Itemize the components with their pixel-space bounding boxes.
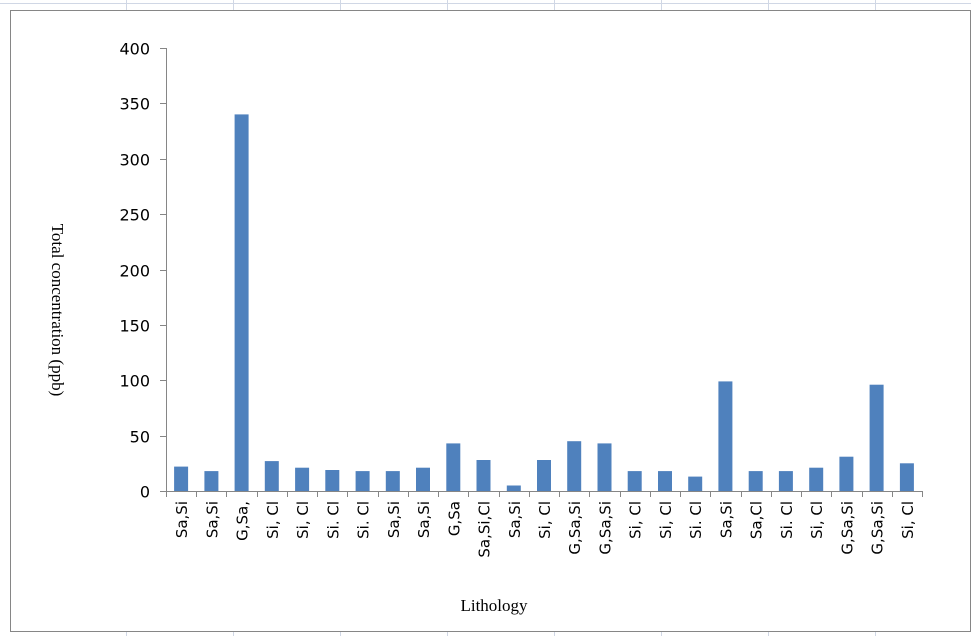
x-tick-label: Sa,Si,Cl bbox=[476, 501, 494, 558]
y-tick-label: 100 bbox=[119, 372, 150, 391]
x-tick-label: G,Sa,Si bbox=[597, 501, 615, 555]
bar bbox=[869, 384, 884, 491]
y-tick-label: 0 bbox=[140, 483, 150, 502]
bar bbox=[567, 441, 582, 491]
x-tick-label: G,Sa, bbox=[234, 501, 252, 541]
bar bbox=[899, 463, 914, 491]
x-tick-label: G,Sa,Si bbox=[838, 501, 856, 555]
x-tick-label: Si. Cl bbox=[687, 501, 705, 539]
x-tick-label: Si, Cl bbox=[899, 501, 917, 539]
y-tick-label: 50 bbox=[130, 428, 150, 447]
x-axis-ticks: Sa,Si Sa,Si G,Sa, Si, Cl Si, Cl Si. Cl Si. Cl S… bbox=[166, 491, 923, 558]
x-tick-label: Si, Cl bbox=[264, 501, 282, 539]
bars-group bbox=[174, 114, 914, 492]
bar bbox=[748, 471, 763, 491]
bar bbox=[809, 467, 824, 491]
bar bbox=[204, 471, 219, 491]
y-tick-label: 150 bbox=[119, 317, 150, 336]
bar bbox=[476, 460, 491, 491]
bar bbox=[839, 456, 854, 491]
bar bbox=[355, 471, 370, 491]
x-tick-label: Si, Cl bbox=[294, 501, 312, 539]
x-tick-label: Si, Cl bbox=[627, 501, 645, 539]
x-tick-label: Sa,Si bbox=[385, 501, 403, 538]
bar bbox=[325, 470, 340, 491]
y-tick-label: 350 bbox=[119, 95, 150, 114]
bar bbox=[295, 467, 310, 491]
bar bbox=[264, 461, 279, 491]
x-tick-label: G,Sa,Si bbox=[869, 501, 887, 555]
y-tick-label: 300 bbox=[119, 151, 150, 170]
x-tick-label: Si. Cl bbox=[778, 501, 796, 539]
bar bbox=[506, 485, 521, 491]
x-tick-label: G,Sa bbox=[445, 501, 463, 536]
bar bbox=[658, 471, 672, 491]
bar bbox=[234, 114, 249, 492]
x-tick-label: Si. Cl bbox=[324, 501, 342, 539]
y-axis-ticks: 0 50 100 150 200 250 300 350 400 bbox=[119, 40, 166, 502]
bar bbox=[627, 471, 642, 491]
x-tick-label: Si, Cl bbox=[657, 501, 675, 539]
chart-area-border bbox=[10, 10, 971, 632]
bar bbox=[537, 460, 551, 491]
bar bbox=[778, 471, 793, 491]
bar bbox=[446, 443, 461, 491]
y-tick-label: 250 bbox=[119, 206, 150, 225]
x-tick-label: Si, Cl bbox=[536, 501, 554, 539]
y-axis-title: Total concentration (ppb) bbox=[48, 224, 67, 397]
x-tick-label: Sa,Si bbox=[717, 501, 735, 538]
x-tick-label: G,Sa,Si bbox=[566, 501, 584, 555]
y-tick-label: 200 bbox=[119, 262, 150, 281]
bar bbox=[688, 476, 703, 491]
bar bbox=[416, 467, 430, 491]
bar bbox=[174, 466, 189, 491]
x-tick-label: Sa,Cl bbox=[748, 501, 766, 539]
x-tick-label: Si, Cl bbox=[808, 501, 826, 539]
x-tick-label: Sa,Si bbox=[415, 501, 433, 538]
bar bbox=[385, 471, 400, 491]
plot-area: 0 50 100 150 200 250 300 350 400 Sa,Si Sa,Si G,Sa,… bbox=[119, 40, 923, 558]
x-axis-title: Lithology bbox=[460, 596, 528, 615]
x-tick-label: Sa,Si bbox=[203, 501, 221, 538]
y-tick-label: 400 bbox=[119, 40, 150, 59]
x-tick-label: Sa,Si bbox=[506, 501, 524, 538]
bar bbox=[718, 381, 733, 491]
x-tick-label: Sa,Si bbox=[173, 501, 191, 538]
bar bbox=[597, 443, 612, 491]
x-tick-label: Si. Cl bbox=[355, 501, 373, 539]
